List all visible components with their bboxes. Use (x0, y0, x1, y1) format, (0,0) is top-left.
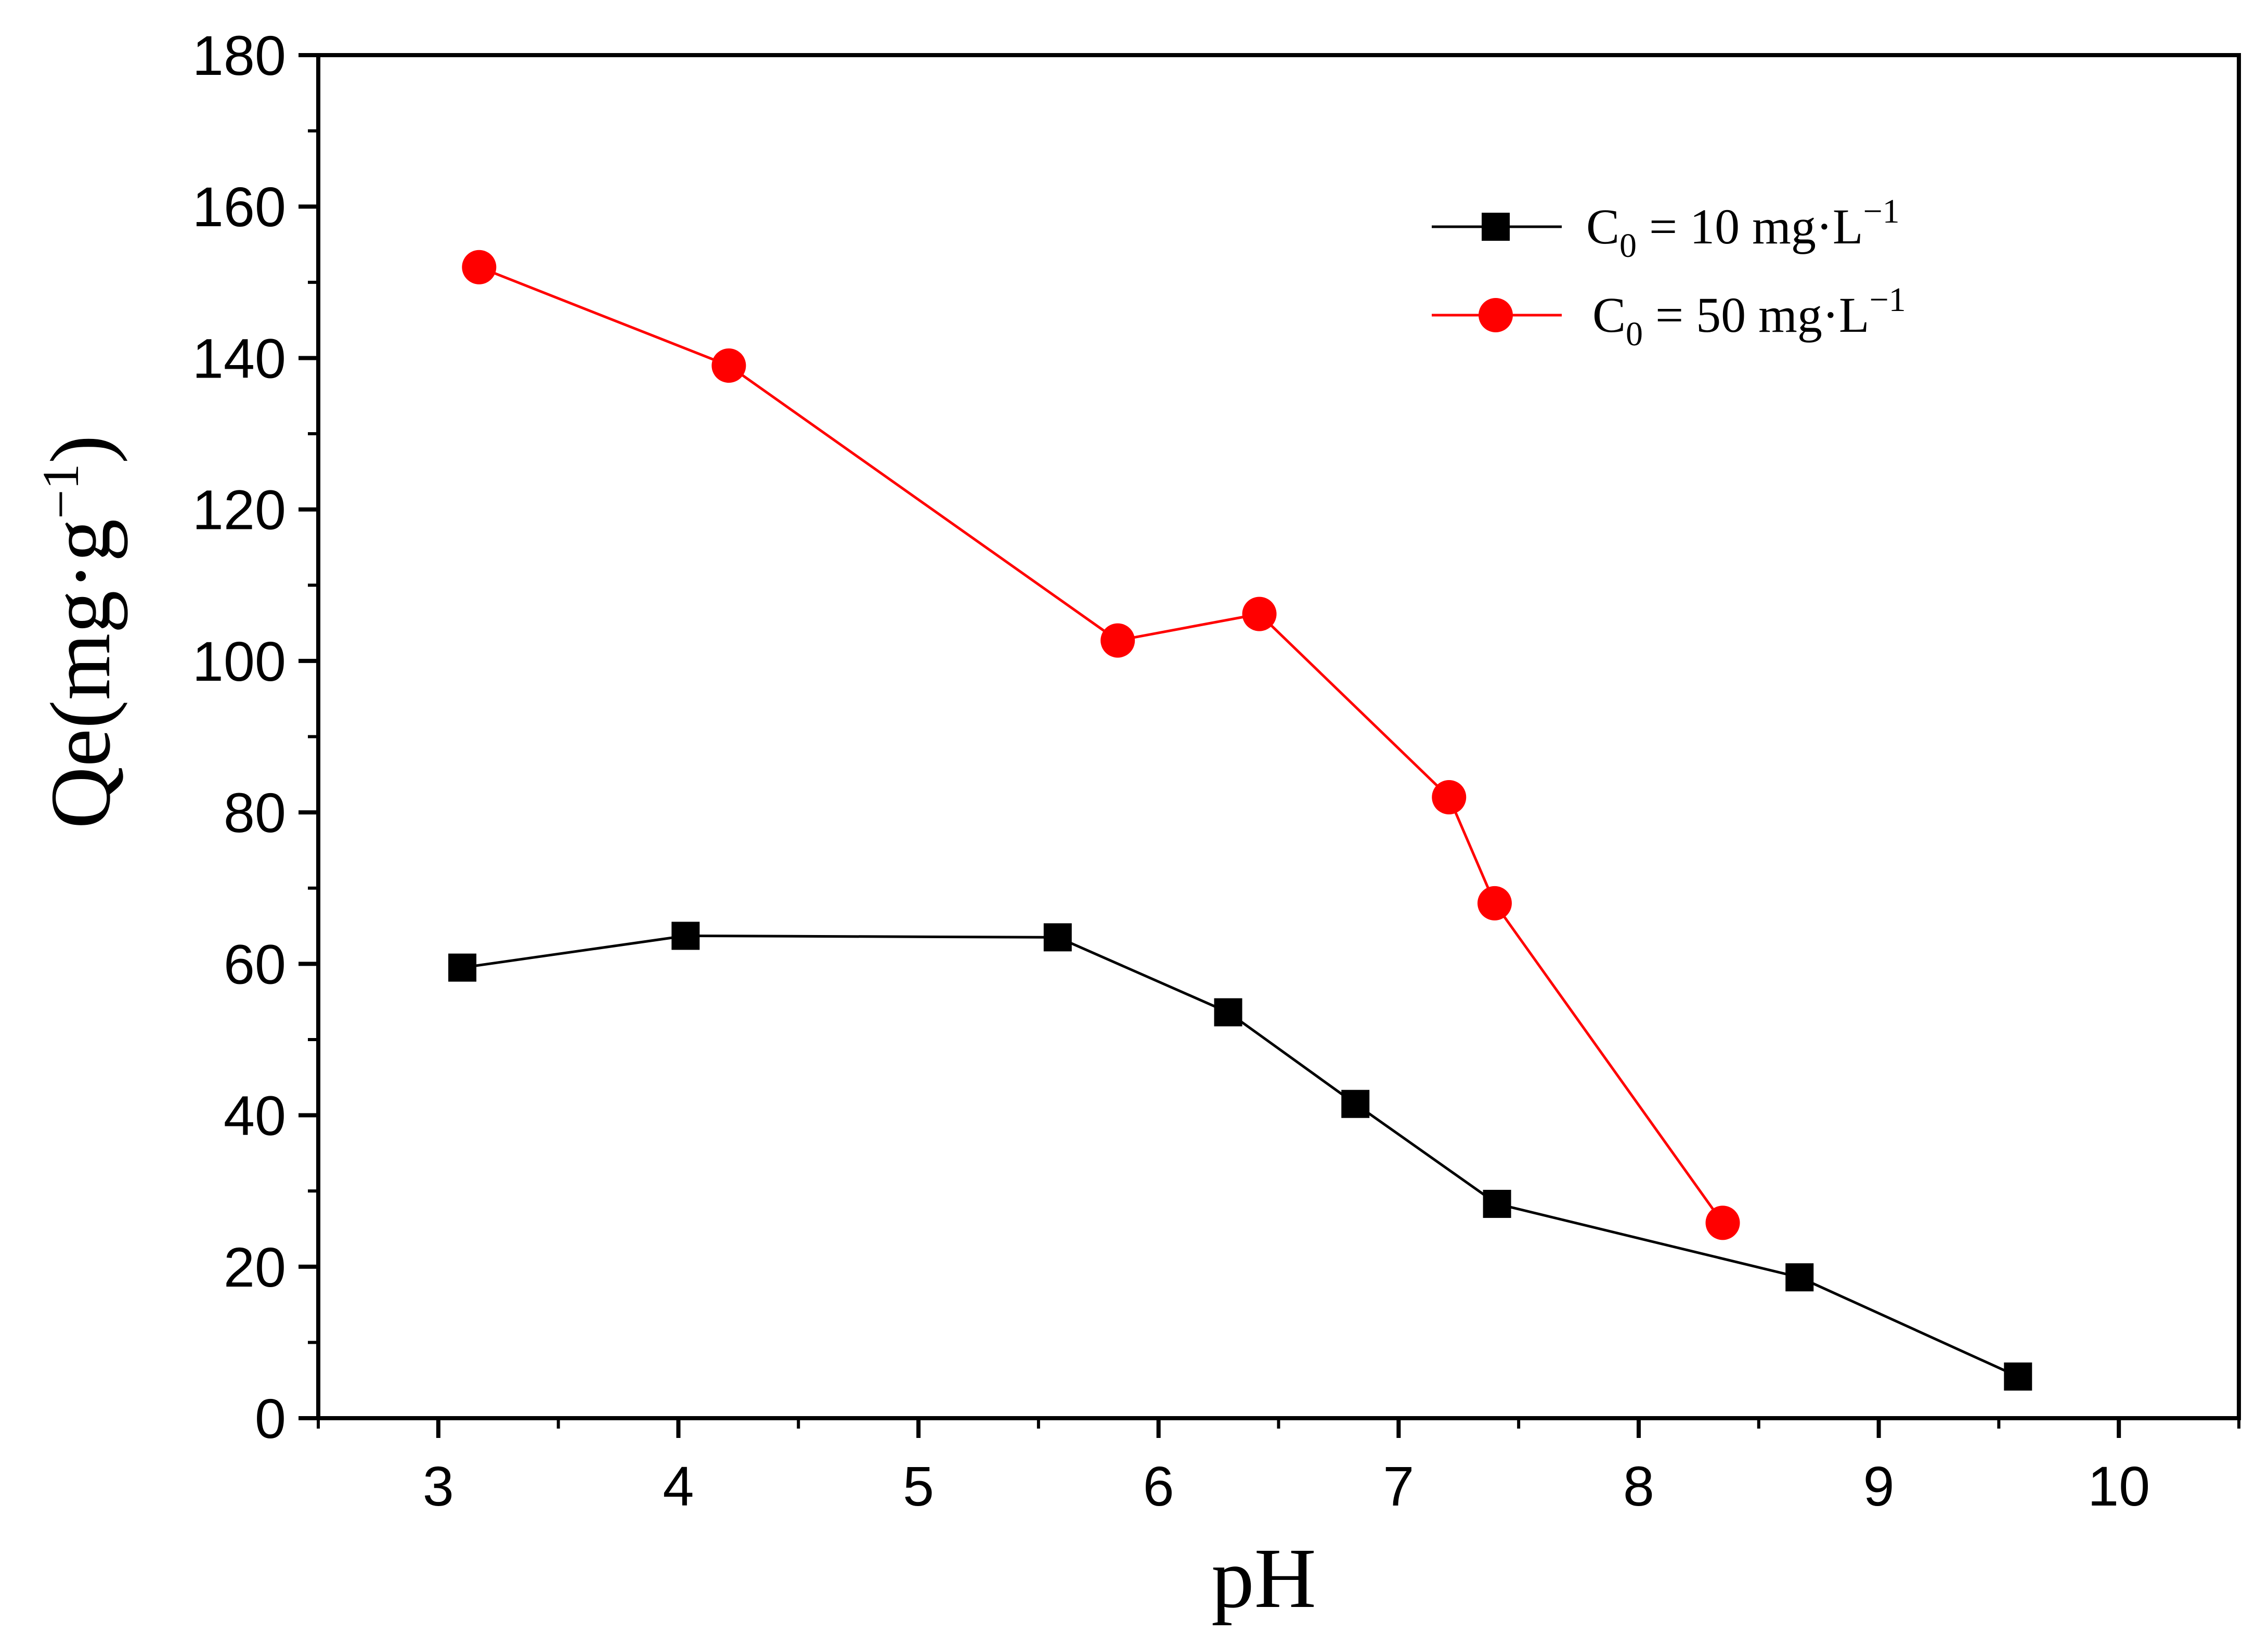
data-point-square (1483, 1189, 1511, 1218)
x-tick-label: 8 (1623, 1455, 1654, 1518)
legend-label-2: C0 = 50 mg·L−1 (1592, 281, 1906, 353)
data-point-square (1214, 998, 1242, 1027)
y-tick-label: 20 (224, 1236, 286, 1299)
data-point-square (1341, 1090, 1370, 1118)
data-point-circle (462, 250, 497, 284)
y-axis-title-main: Qe(mg·g (33, 519, 128, 829)
data-point-square (671, 922, 700, 950)
series-line-2 (478, 266, 1724, 1224)
data-point-square (448, 953, 476, 982)
data-point-square (1043, 923, 1072, 952)
x-tick-label: 5 (903, 1455, 934, 1518)
y-tick-label: 100 (192, 630, 286, 693)
y-axis-title: Qe(mg·g−1) (32, 435, 128, 829)
y-tick-label: 0 (255, 1387, 286, 1450)
x-tick-label: 7 (1383, 1455, 1414, 1518)
legend: C0 = 10 mg·L−1 C0 = 50 mg·L−1 (1432, 192, 1906, 353)
data-point-circle (711, 348, 746, 383)
series-line-1 (462, 934, 2019, 1378)
data-point-circle (1477, 886, 1512, 920)
data-point-square (2004, 1362, 2032, 1391)
y-tick-label: 140 (192, 327, 286, 390)
x-tick-label: 3 (423, 1455, 454, 1518)
data-point-circle (1432, 780, 1467, 814)
legend-marker-square (1482, 213, 1510, 241)
x-tick-label: 10 (2088, 1455, 2150, 1518)
plot-border (316, 53, 2241, 1420)
series-layer (448, 250, 2032, 1391)
x-tick-label: 4 (663, 1455, 694, 1518)
data-point-square (1785, 1263, 1814, 1292)
data-point-circle (1100, 623, 1135, 658)
y-tick-label: 160 (192, 175, 286, 238)
data-point-circle (1242, 596, 1277, 631)
axis-ticks (299, 53, 2240, 1438)
plot-frame (316, 53, 2241, 1420)
x-tick-label: 6 (1143, 1455, 1174, 1518)
y-tick-label: 80 (224, 781, 286, 844)
legend-label-1: C0 = 10 mg·L−1 (1586, 192, 1900, 265)
x-tick-label: 9 (1863, 1455, 1895, 1518)
x-axis-title: pH (1211, 1531, 1316, 1626)
y-tick-label: 120 (192, 478, 286, 541)
y-axis-title-close: ) (33, 435, 128, 464)
y-tick-label: 60 (224, 932, 286, 995)
y-tick-label: 180 (192, 24, 286, 87)
data-point-circle (1705, 1205, 1740, 1240)
y-tick-label: 40 (224, 1084, 286, 1147)
tick-labels: 0 20 40 60 80 100 120 140 160 180 3 4 5 6 7 8 9 10 (192, 24, 2150, 1518)
y-axis-title-sup: −1 (32, 463, 89, 518)
legend-marker-circle (1479, 298, 1513, 332)
